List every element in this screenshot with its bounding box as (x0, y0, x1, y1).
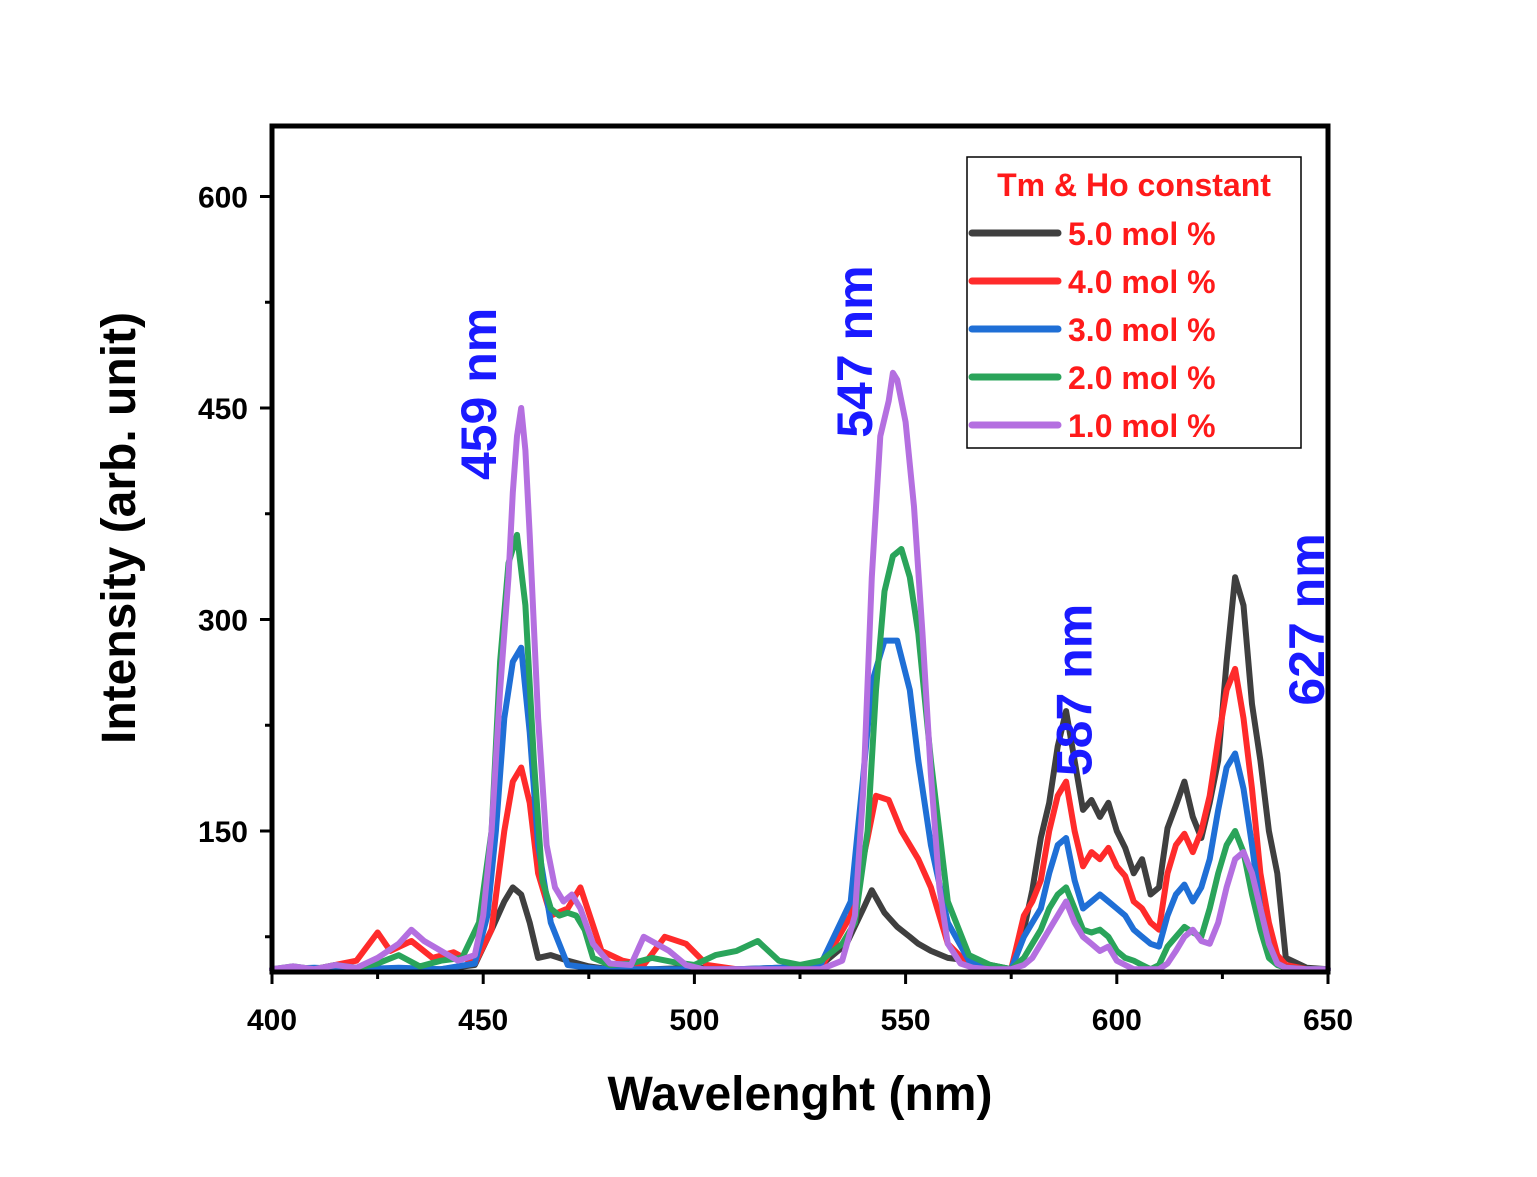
x-tick-label: 450 (458, 1004, 508, 1037)
series-line-3 (269, 637, 1331, 973)
peak-annotation-3: 587 nm (1047, 604, 1103, 776)
legend-label-2: 4.0 mol % (1068, 264, 1216, 300)
annotation-layer: 459 nm 547 nm 587 nm 627 nm (451, 265, 1335, 776)
y-tick-label: 600 (198, 182, 248, 215)
legend-label-5: 1.0 mol % (1068, 408, 1216, 444)
legend-box (966, 156, 1302, 449)
y-tick-label: 300 (198, 605, 248, 638)
series-line-4 (269, 531, 1331, 973)
x-tick-label: 500 (669, 1004, 719, 1037)
legend-label-4: 2.0 mol % (1068, 360, 1216, 396)
x-axis-title: Wavelenght (nm) (608, 1068, 993, 1121)
x-tick-label: 550 (881, 1004, 931, 1037)
peak-annotation-4: 627 nm (1279, 533, 1335, 705)
series-line-5 (269, 369, 1331, 973)
legend-label-3: 3.0 mol % (1068, 312, 1216, 348)
peak-annotation-2: 547 nm (827, 265, 883, 437)
legend-label-1: 5.0 mol % (1068, 216, 1216, 252)
y-axis-title: Intensity (arb. unit) (93, 312, 146, 744)
series-layer (269, 369, 1331, 973)
y-tick-label: 150 (198, 816, 248, 849)
peak-annotation-1: 459 nm (451, 308, 507, 480)
x-tick-label: 400 (247, 1004, 297, 1037)
legend-entries: 5.0 mol % 4.0 mol % 3.0 mol % 2.0 mol % 1.0 … (968, 216, 1216, 444)
y-tick-label: 450 (198, 393, 248, 426)
x-tick-label: 650 (1303, 1004, 1353, 1037)
x-tick-label: 600 (1092, 1004, 1142, 1037)
legend-title: Tm & Ho constant (997, 167, 1271, 203)
tick-layer: 400 450 500 550 600 650 150 300 450 600 (198, 182, 1353, 1038)
legend: Tm & Ho constant 5.0 mol % 4.0 mol % 3.0 m… (966, 156, 1302, 449)
